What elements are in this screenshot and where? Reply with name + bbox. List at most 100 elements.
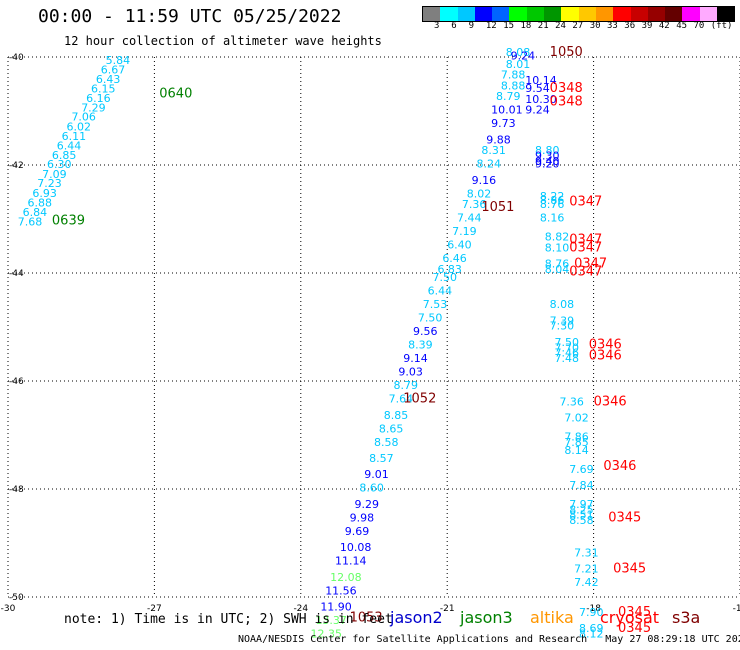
y-tick-label: -40: [9, 53, 24, 63]
wave-height-label: 10.08: [340, 541, 372, 554]
wave-height-label: 6.83: [437, 263, 462, 276]
wave-height-label: 12.08: [330, 571, 362, 584]
wave-height-label: 9.16: [472, 174, 497, 187]
color-swatch: [630, 7, 648, 21]
wave-height-label: 7.68: [18, 215, 43, 228]
color-scale-label: 18: [520, 21, 532, 31]
wave-height-label: 5.84: [106, 54, 131, 67]
wave-height-label: 8.80: [535, 144, 560, 157]
wave-height-label: 8.51: [569, 509, 594, 522]
wave-height-label: 7.64: [389, 393, 414, 406]
wave-height-label: 6.02: [67, 120, 92, 133]
x-tick-label: -15: [733, 604, 740, 614]
wave-height-label: 8.85: [384, 409, 409, 422]
wave-height-label: 8.79: [496, 90, 521, 103]
wave-height-label: 7.46: [555, 347, 580, 360]
legend-jason3: jason3: [460, 608, 513, 627]
wave-height-label: 8.24: [476, 158, 501, 171]
color-scale-label: 15: [503, 21, 515, 31]
wave-height-label: 6.93: [32, 187, 57, 200]
wave-height-label: 6.85: [52, 149, 77, 162]
wave-height-label: 8.79: [394, 379, 419, 392]
color-swatch: [665, 7, 683, 21]
color-swatch: [578, 7, 596, 21]
wave-height-label: 7.88: [501, 69, 526, 82]
pass-time-label: 0346: [589, 338, 622, 353]
footer-source: NOAA/NESDIS Center for Satellite Applica…: [238, 634, 588, 645]
wave-height-label: 7.53: [423, 298, 448, 311]
wave-height-label: 7.29: [81, 102, 106, 115]
wave-height-label: 8.08: [550, 298, 575, 311]
pass-time-label: 0348: [550, 81, 583, 96]
wave-height-label: 8.58: [374, 436, 399, 449]
wave-height-label: 7.70: [555, 341, 580, 354]
wave-height-label: 6.88: [28, 197, 53, 210]
pass-time-label: 0347: [569, 240, 602, 255]
legend-s3a: s3a: [672, 608, 701, 627]
pass-time-label: 0347: [569, 265, 602, 280]
wave-height-label: 7.50: [418, 312, 443, 325]
wave-height-label: 6.16: [86, 92, 111, 105]
wave-height-label: 7.44: [457, 212, 482, 225]
color-swatch: [474, 7, 493, 21]
color-scale-label: 12: [485, 21, 497, 31]
pass-time-label: 0347: [569, 232, 602, 247]
wave-height-label: 9.20: [535, 158, 560, 171]
wave-height-label: 8.08: [506, 46, 531, 59]
color-scale-bar: [422, 6, 736, 22]
wave-height-label: 7.30: [550, 320, 575, 333]
color-swatch: [561, 7, 579, 21]
color-scale-label: 27: [572, 21, 584, 31]
y-tick-label: -46: [9, 377, 24, 387]
page-title: 00:00 - 11:59 UTC 05/25/2022: [38, 6, 342, 27]
wave-height-label: 9.29: [354, 498, 379, 511]
pass-time-label: 0347: [569, 195, 602, 210]
wave-height-label: 7.97: [569, 498, 594, 511]
wave-height-label: 8.69: [579, 622, 604, 635]
wave-height-label: 7.31: [574, 547, 599, 560]
wave-height-label: 8.65: [379, 422, 404, 435]
color-swatch: [492, 7, 510, 21]
wave-height-label: 6.84: [23, 206, 48, 219]
color-scale-label: 9: [468, 21, 475, 31]
legend-jason2: jason2: [390, 608, 443, 627]
x-tick-label: -30: [1, 604, 16, 614]
wave-height-label: 7.09: [42, 168, 67, 181]
color-swatch: [544, 7, 562, 21]
wave-height-label: 8.14: [564, 444, 589, 457]
wave-height-label: 7.90: [579, 606, 604, 619]
wave-height-label: 8.10: [545, 241, 570, 254]
wave-height-label: 10.14: [525, 74, 557, 87]
wave-height-label: 8.16: [540, 212, 565, 225]
wave-height-label: 6.67: [101, 64, 126, 77]
wave-height-label: 6.43: [96, 73, 121, 86]
pass-time-label: 1053: [350, 610, 383, 625]
color-swatch: [647, 7, 666, 21]
wave-height-label: 6.11: [62, 130, 87, 143]
pass-time-label: 0346: [589, 348, 622, 363]
wave-height-label: 8.25: [569, 503, 594, 516]
color-swatch: [457, 7, 475, 21]
color-scale-label: 24: [555, 21, 566, 31]
wave-height-label: 9.88: [486, 133, 511, 146]
wave-height-label: 7.06: [71, 111, 96, 124]
wave-height-label: 7.48: [555, 352, 580, 365]
wave-height-label: 9.54: [525, 82, 550, 95]
footer-credit: NOAA/NESDIS Center for Satellite Applica…: [238, 634, 740, 645]
wave-height-label: 8.04: [545, 263, 570, 276]
pass-time-label: 1051: [481, 200, 514, 215]
wave-height-label: 9.73: [491, 117, 516, 130]
y-tick-label: -48: [9, 485, 24, 495]
wave-height-label: 8.31: [481, 144, 506, 157]
wave-height-label: 9.56: [413, 325, 438, 338]
x-tick-label: -18: [586, 604, 601, 614]
wave-height-label: 7.36: [559, 395, 584, 408]
pass-time-label: 0640: [159, 87, 192, 102]
wave-height-label: 8.22: [540, 190, 565, 203]
color-scale-label: (ft): [710, 21, 733, 31]
color-swatch: [526, 7, 545, 21]
color-swatch: [613, 7, 631, 21]
x-tick-label: -27: [147, 604, 162, 614]
wave-height-label: 8.39: [408, 339, 433, 352]
